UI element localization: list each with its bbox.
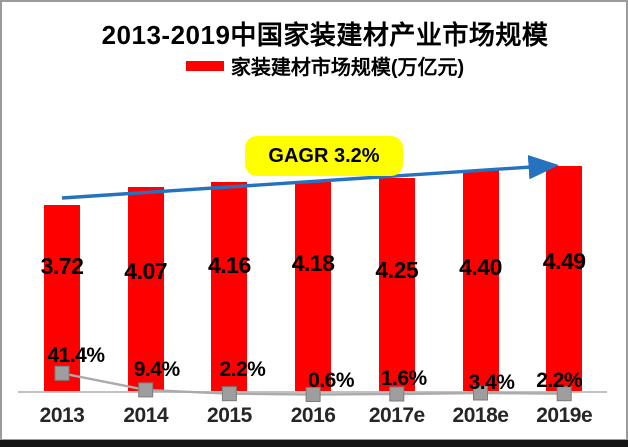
legend: 家装建材市场规模(万亿元) [11,51,628,80]
bar-2013 [44,204,80,391]
x-axis-label-2019e: 2019e [536,404,593,427]
bar-value-label-2016: 4.18 [291,250,335,276]
growth-rate-label-2017e: 1.6% [380,367,427,390]
bar-2017e [378,177,415,391]
bar-2018e [462,170,499,391]
x-axis-label-2014: 2014 [123,404,169,427]
bar-value-label-2018e: 4.40 [459,254,502,280]
bar-2014 [127,186,164,391]
bar-value-label-2019e: 4.49 [542,248,586,274]
x-axis-label-2016: 2016 [290,404,336,427]
legend-label: 家装建材市场规模(万亿元) [230,57,465,79]
x-axis-label-2015: 2015 [207,404,252,427]
bar-2015 [211,182,248,391]
cagr-annotation: GAGR 3.2% [245,136,403,176]
growth-rate-label-2013: 41.4% [47,344,105,367]
x-axis-label-2017e: 2017e [368,404,425,427]
bar-2016 [295,181,332,391]
growth-rate-label-2014: 9.4% [133,358,180,381]
x-axis-label-2013: 2013 [39,404,85,427]
bar-value-label-2014: 4.07 [124,258,168,284]
bar-2019e [546,165,583,391]
bar-value-label-2017e: 4.25 [375,257,419,283]
growth-rate-label-2019e: 2.2% [536,369,583,392]
legend-swatch-icon [185,60,224,71]
bottom-edge [0,440,628,447]
growth-rate-label-2015: 2.2% [219,358,266,381]
bar-value-label-2015: 4.16 [208,252,251,278]
x-axis-label-2018e: 2018e [452,404,509,427]
bar-value-label-2013: 3.72 [40,253,84,279]
chart-title: 2013-2019中国家装建材产业市场规模 [101,20,549,50]
